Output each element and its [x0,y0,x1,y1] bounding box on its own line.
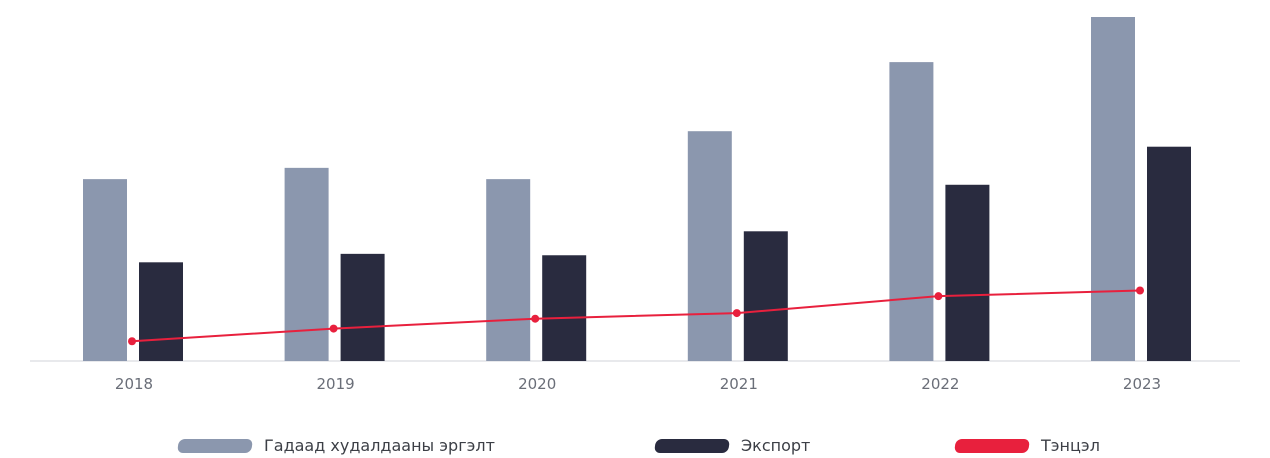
bar-export-2023 [1147,146,1191,361]
legend-label-turnover: Гадаад худалдааны эргэлт [264,436,495,455]
balance-point-2021 [732,309,741,318]
legend-label-balance: Тэнцэл [1041,436,1100,455]
balance-point-2018 [128,337,136,346]
balance-point-2023 [1136,286,1144,295]
balance-point-2019 [329,324,338,333]
legend-swatch-export [654,438,730,453]
bars-group [83,17,1191,362]
legend-swatch-balance [954,438,1030,453]
bar-export-2019 [340,253,385,361]
legend-swatch-turnover [177,438,253,453]
bar-export-2018 [139,262,183,361]
bar-turnover-2020 [486,179,531,361]
legend-item-export[interactable]: Экспорт [654,436,811,455]
chart: 2018 2019 2020 2021 2022 2023 [30,17,1240,393]
x-tick-label: 2019 [317,375,355,393]
legend-label-export: Экспорт [741,436,811,455]
bar-turnover-2021 [687,131,732,361]
bar-turnover-2018 [83,179,127,361]
bar-turnover-2022 [889,62,934,362]
bar-turnover-2023 [1091,17,1135,361]
balance-point-2020 [531,314,540,323]
legend-item-balance[interactable]: Тэнцэл [954,436,1100,455]
bar-export-2020 [542,255,587,361]
balance-line-group [128,286,1144,346]
x-tick-label: 2023 [1123,375,1161,393]
legend-item-turnover[interactable]: Гадаад худалдааны эргэлт [177,436,495,455]
x-tick-label: 2020 [518,375,556,393]
x-tick-label: 2022 [921,375,959,393]
balance-point-2022 [934,292,943,301]
balance-line [131,289,1141,343]
x-tick-label: 2018 [115,375,153,393]
bar-export-2021 [743,231,788,361]
bar-export-2022 [945,184,990,361]
x-tick-labels: 2018 2019 2020 2021 2022 2023 [115,375,1161,393]
x-tick-label: 2021 [720,375,758,393]
